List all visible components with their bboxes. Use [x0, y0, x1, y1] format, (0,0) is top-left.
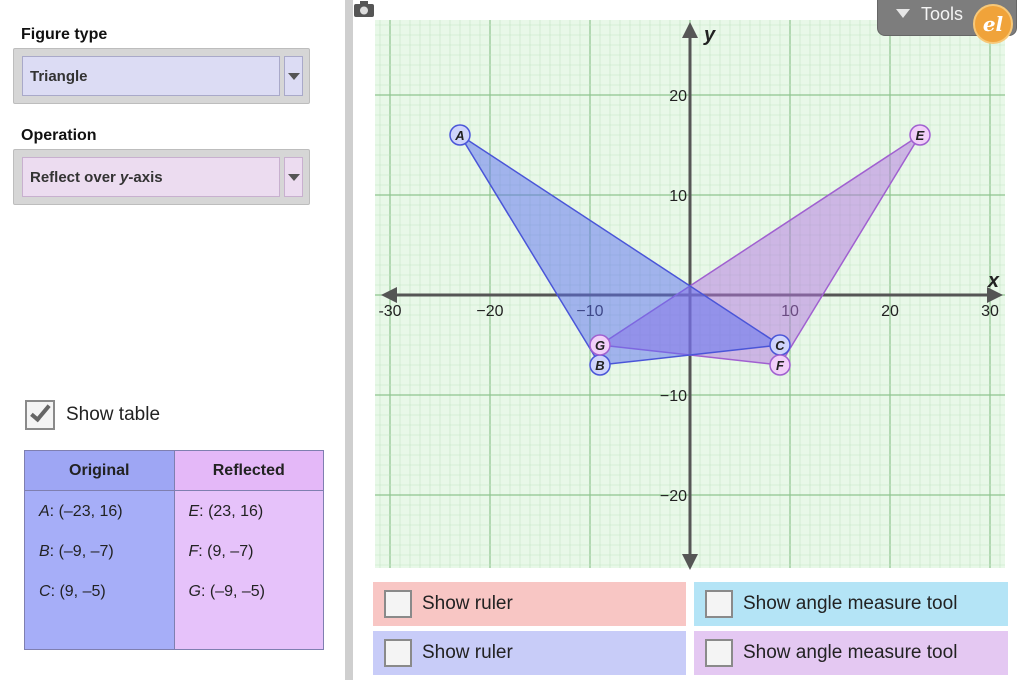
reflected-header: Reflected [174, 451, 323, 491]
figure-type-dropdown-arrow[interactable] [284, 56, 303, 96]
figure-type-dropdown[interactable]: Triangle [13, 48, 310, 104]
point-name: G [188, 583, 201, 600]
vertex-e-label: E [916, 128, 925, 143]
point-coords: : (–23, 16) [49, 503, 123, 520]
tools-label: Tools [921, 4, 964, 24]
point-coords: : (23, 16) [199, 503, 264, 520]
point-coords: : (–9, –7) [49, 543, 114, 560]
point-coords: : (–9, –5) [200, 583, 265, 600]
point-name: A [39, 503, 50, 520]
vertex-g-marker[interactable] [589, 334, 611, 356]
operation-value[interactable]: Reflect over y-axis [22, 157, 280, 197]
vertex-b-label: B [595, 358, 604, 373]
show-angle-purple-toggle[interactable]: Show angle measure tool [694, 631, 1008, 675]
vertex-a-label: A [454, 128, 464, 143]
operation-dropdown-arrow[interactable] [284, 157, 303, 197]
vertex-g-label: G [595, 338, 605, 353]
show-angle-purple-checkbox[interactable] [705, 639, 733, 667]
x-tick-label: -30 [378, 303, 401, 320]
triangle-down-icon [896, 9, 910, 18]
x-axis-label: x [987, 270, 1000, 292]
y-tick-label: 20 [669, 88, 687, 105]
x-tick-label: 30 [981, 303, 999, 320]
operation-value-suffix: -axis [128, 169, 163, 186]
show-ruler-red-label: Show ruler [422, 593, 513, 614]
show-table-label: Show table [66, 404, 161, 425]
show-table-toggle[interactable]: Show table [25, 400, 160, 430]
show-ruler-red-checkbox[interactable] [384, 590, 412, 618]
show-ruler-blue-label: Show ruler [422, 642, 513, 663]
original-column: Original A: (–23, 16) B: (–9, –7) C: (9,… [25, 451, 175, 649]
show-ruler-red-toggle[interactable]: Show ruler [373, 582, 686, 626]
operation-value-prefix: Reflect over [30, 169, 121, 186]
panel-divider [345, 0, 353, 680]
show-angle-cyan-label: Show angle measure tool [743, 593, 958, 614]
show-angle-cyan-toggle[interactable]: Show angle measure tool [694, 582, 1008, 626]
chevron-down-icon [287, 173, 300, 181]
y-tick-label: −20 [660, 488, 687, 505]
point-name: B [39, 543, 50, 560]
table-row: B: (–9, –7) [39, 543, 114, 561]
vertex-c-label: C [775, 338, 785, 353]
point-name: C [39, 583, 51, 600]
explorelearning-logo: el [973, 4, 1013, 44]
vertex-a-marker[interactable] [449, 124, 471, 146]
vertex-points[interactable]: A B C E F G [449, 124, 931, 376]
point-name: E [188, 503, 200, 520]
camera-icon[interactable] [353, 0, 375, 18]
control-panel: Figure type Triangle Operation Reflect o… [0, 0, 345, 680]
operation-label: Operation [21, 127, 97, 144]
chevron-down-icon [287, 72, 300, 80]
show-angle-cyan-checkbox[interactable] [705, 590, 733, 618]
operation-dropdown[interactable]: Reflect over y-axis [13, 149, 310, 205]
show-ruler-blue-checkbox[interactable] [384, 639, 412, 667]
table-row: G: (–9, –5) [189, 583, 265, 601]
triangles [459, 134, 921, 366]
x-axis-arrow-right [987, 287, 1003, 303]
reflected-column: Reflected E: (23, 16) F: (9, –7) G: (–9,… [174, 451, 323, 649]
original-header: Original [25, 451, 174, 491]
y-axis-label: y [703, 24, 716, 46]
checkmark-icon [30, 400, 51, 423]
table-row: A: (–23, 16) [39, 503, 123, 521]
figure-type-label: Figure type [21, 26, 108, 43]
x-axis-arrow-left [381, 287, 397, 303]
point-coords: : (9, –5) [50, 583, 106, 600]
point-coords: : (9, –7) [198, 543, 254, 560]
table-row: E: (23, 16) [189, 503, 264, 521]
vertex-e-marker[interactable] [909, 124, 931, 146]
show-angle-purple-label: Show angle measure tool [743, 642, 958, 663]
y-tick-label: −10 [660, 388, 687, 405]
figure-type-value[interactable]: Triangle [22, 56, 280, 96]
vertex-f-marker[interactable] [769, 354, 791, 376]
coordinates-table: Original A: (–23, 16) B: (–9, –7) C: (9,… [24, 450, 324, 650]
original-triangle [459, 134, 783, 366]
point-name: F [188, 543, 199, 560]
y-axis-arrow-up [682, 22, 698, 38]
table-row: F: (9, –7) [189, 543, 254, 561]
y-axis-arrow-down [682, 554, 698, 570]
show-table-checkbox[interactable] [25, 400, 55, 430]
y-tick-label: 10 [669, 188, 687, 205]
x-tick-label: −20 [476, 303, 503, 320]
vertex-f-label: F [776, 358, 785, 373]
x-tick-label: 20 [881, 303, 899, 320]
table-row: C: (9, –5) [39, 583, 106, 601]
show-ruler-blue-toggle[interactable]: Show ruler [373, 631, 686, 675]
operation-value-var: y [120, 169, 129, 186]
